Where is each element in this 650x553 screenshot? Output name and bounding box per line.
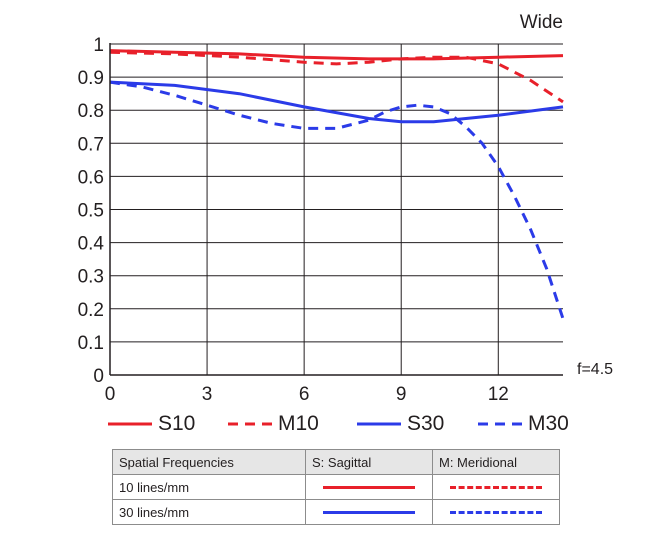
table-row: 10 lines/mm xyxy=(112,474,560,500)
y-tick-label: 0.9 xyxy=(78,68,104,89)
frequency-label: 10 lines/mm xyxy=(112,474,306,500)
y-tick-label: 0.8 xyxy=(78,101,104,122)
sagittal-swatch-cell xyxy=(305,474,433,500)
sagittal-swatch-cell xyxy=(305,499,433,525)
meridional-swatch-cell xyxy=(432,474,560,500)
legend-label: M30 xyxy=(528,412,569,435)
legend-swatch xyxy=(108,422,152,426)
chart-axes xyxy=(109,43,563,376)
chart-grid xyxy=(110,43,563,375)
x-tick-label: 9 xyxy=(396,384,407,405)
y-tick-label: 0.2 xyxy=(78,300,104,321)
table-header-cell: Spatial Frequencies xyxy=(112,449,306,475)
x-tick-label: 12 xyxy=(488,384,509,405)
y-tick-label: 0.6 xyxy=(78,167,104,188)
frequency-label: 30 lines/mm xyxy=(112,499,306,525)
y-tick-label: 0.7 xyxy=(78,134,104,155)
legend-swatch xyxy=(357,422,401,426)
sagittal-line-swatch xyxy=(323,510,415,514)
meridional-line-swatch xyxy=(450,510,542,514)
series-line-s30 xyxy=(109,80,564,124)
sagittal-line-swatch xyxy=(323,485,415,489)
x-tick-label: 6 xyxy=(299,384,310,405)
legend-label: M10 xyxy=(278,412,319,435)
series-line-m30 xyxy=(109,80,565,320)
table-row: 30 lines/mm xyxy=(112,499,560,525)
chart-series xyxy=(109,49,565,320)
y-tick-label: 0 xyxy=(93,366,104,387)
meridional-swatch-cell xyxy=(432,499,560,525)
y-tick-label: 0.1 xyxy=(78,333,104,354)
series-line-s10 xyxy=(109,49,564,61)
legend-item-s10: S10 xyxy=(108,412,195,436)
mtf-chart: 0 0.1 0.2 0.3 0.4 0.5 0.6 0.7 0.8 0.9 1 0 3 6 9 12 Wide… xyxy=(78,12,614,405)
x-tick-label: 0 xyxy=(105,384,116,405)
y-tick-label: 1 xyxy=(93,35,104,56)
table-header-cell: S: Sagittal xyxy=(305,449,433,475)
x-tick-label: 3 xyxy=(202,384,213,405)
meridional-line-swatch xyxy=(450,485,542,489)
legend-swatch xyxy=(478,422,522,426)
legend-label: S30 xyxy=(407,412,445,435)
legend-item-s30: S30 xyxy=(357,412,444,436)
spatial-frequency-table: Spatial Frequencies S: Sagittal M: Merid… xyxy=(112,449,560,525)
chart-tick-labels: 0 0.1 0.2 0.3 0.4 0.5 0.6 0.7 0.8 0.9 1 0 3 6 9 12 xyxy=(78,35,509,405)
legend-label: S10 xyxy=(158,412,196,435)
table-header-cell: M: Meridional xyxy=(432,449,560,475)
legend-item-m10: M10 xyxy=(228,412,319,436)
legend-swatch xyxy=(228,422,272,426)
y-tick-label: 0.3 xyxy=(78,267,104,288)
aperture-label: f=4.5 xyxy=(577,361,613,378)
chart-title: Wide xyxy=(520,12,563,33)
y-tick-label: 0.4 xyxy=(78,234,105,255)
legend-item-m30: M30 xyxy=(478,412,569,436)
series-line-m10 xyxy=(109,50,564,104)
y-tick-label: 0.5 xyxy=(78,201,104,222)
table-header-row: Spatial Frequencies S: Sagittal M: Merid… xyxy=(112,449,560,475)
